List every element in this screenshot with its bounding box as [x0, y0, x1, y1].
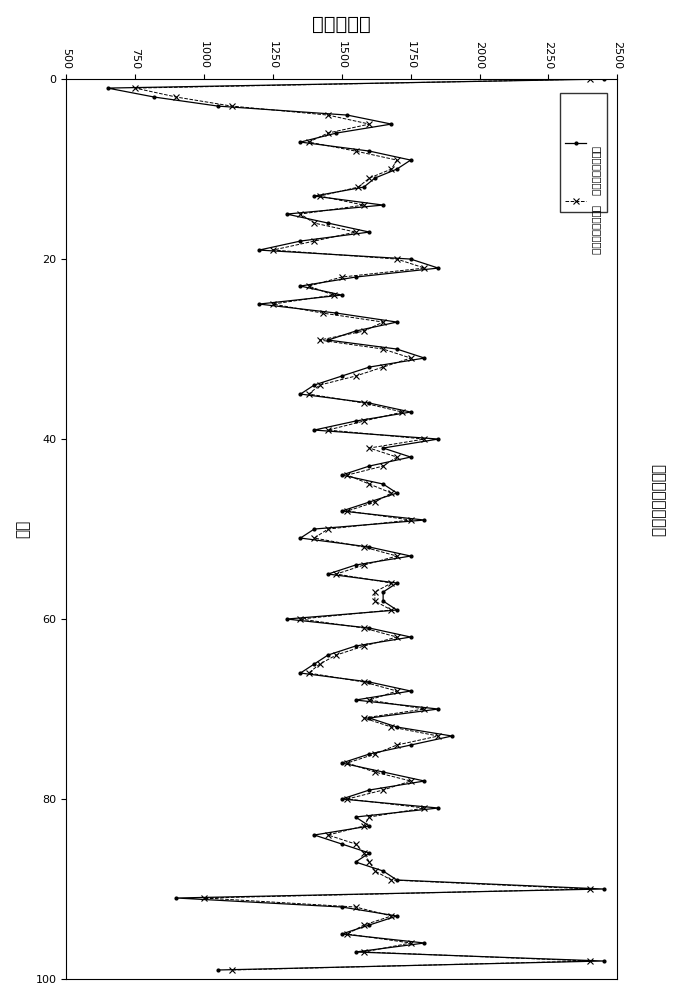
- Legend: 实际动液面深度值, 预测动液面深度值: 实际动液面深度值, 预测动液面深度值: [560, 93, 607, 212]
- Line: 实际动液面深度值: 实际动液面深度值: [105, 76, 606, 973]
- 预测动液面深度值: [387, 604, 395, 616]
- 预测动液面深度值: [586, 73, 594, 85]
- 预测动液面深度值: [200, 892, 208, 904]
- 预测动液面深度值: [360, 919, 368, 931]
- 预测动液面深度值: [269, 244, 277, 256]
- Y-axis label: 样本: 样本: [15, 520, 30, 538]
- Line: 预测动液面深度值: 预测动液面深度值: [132, 76, 593, 973]
- 实际动液面深度值: [296, 280, 304, 292]
- 实际动液面深度值: [255, 244, 263, 256]
- 实际动液面深度值: [599, 73, 607, 85]
- 预测动液面深度值: [228, 964, 236, 976]
- Title: 动液面深度: 动液面深度: [313, 15, 371, 34]
- 预测动液面深度值: [304, 280, 313, 292]
- 实际动液面深度值: [214, 964, 222, 976]
- 实际动液面深度值: [365, 919, 374, 931]
- 预测动液面深度值: [310, 532, 318, 544]
- 实际动液面深度值: [393, 604, 401, 616]
- 实际动液面深度值: [172, 892, 180, 904]
- 实际动液面深度值: [296, 532, 304, 544]
- Text: 动液面深度预测值: 动液面深度预测值: [650, 464, 665, 536]
